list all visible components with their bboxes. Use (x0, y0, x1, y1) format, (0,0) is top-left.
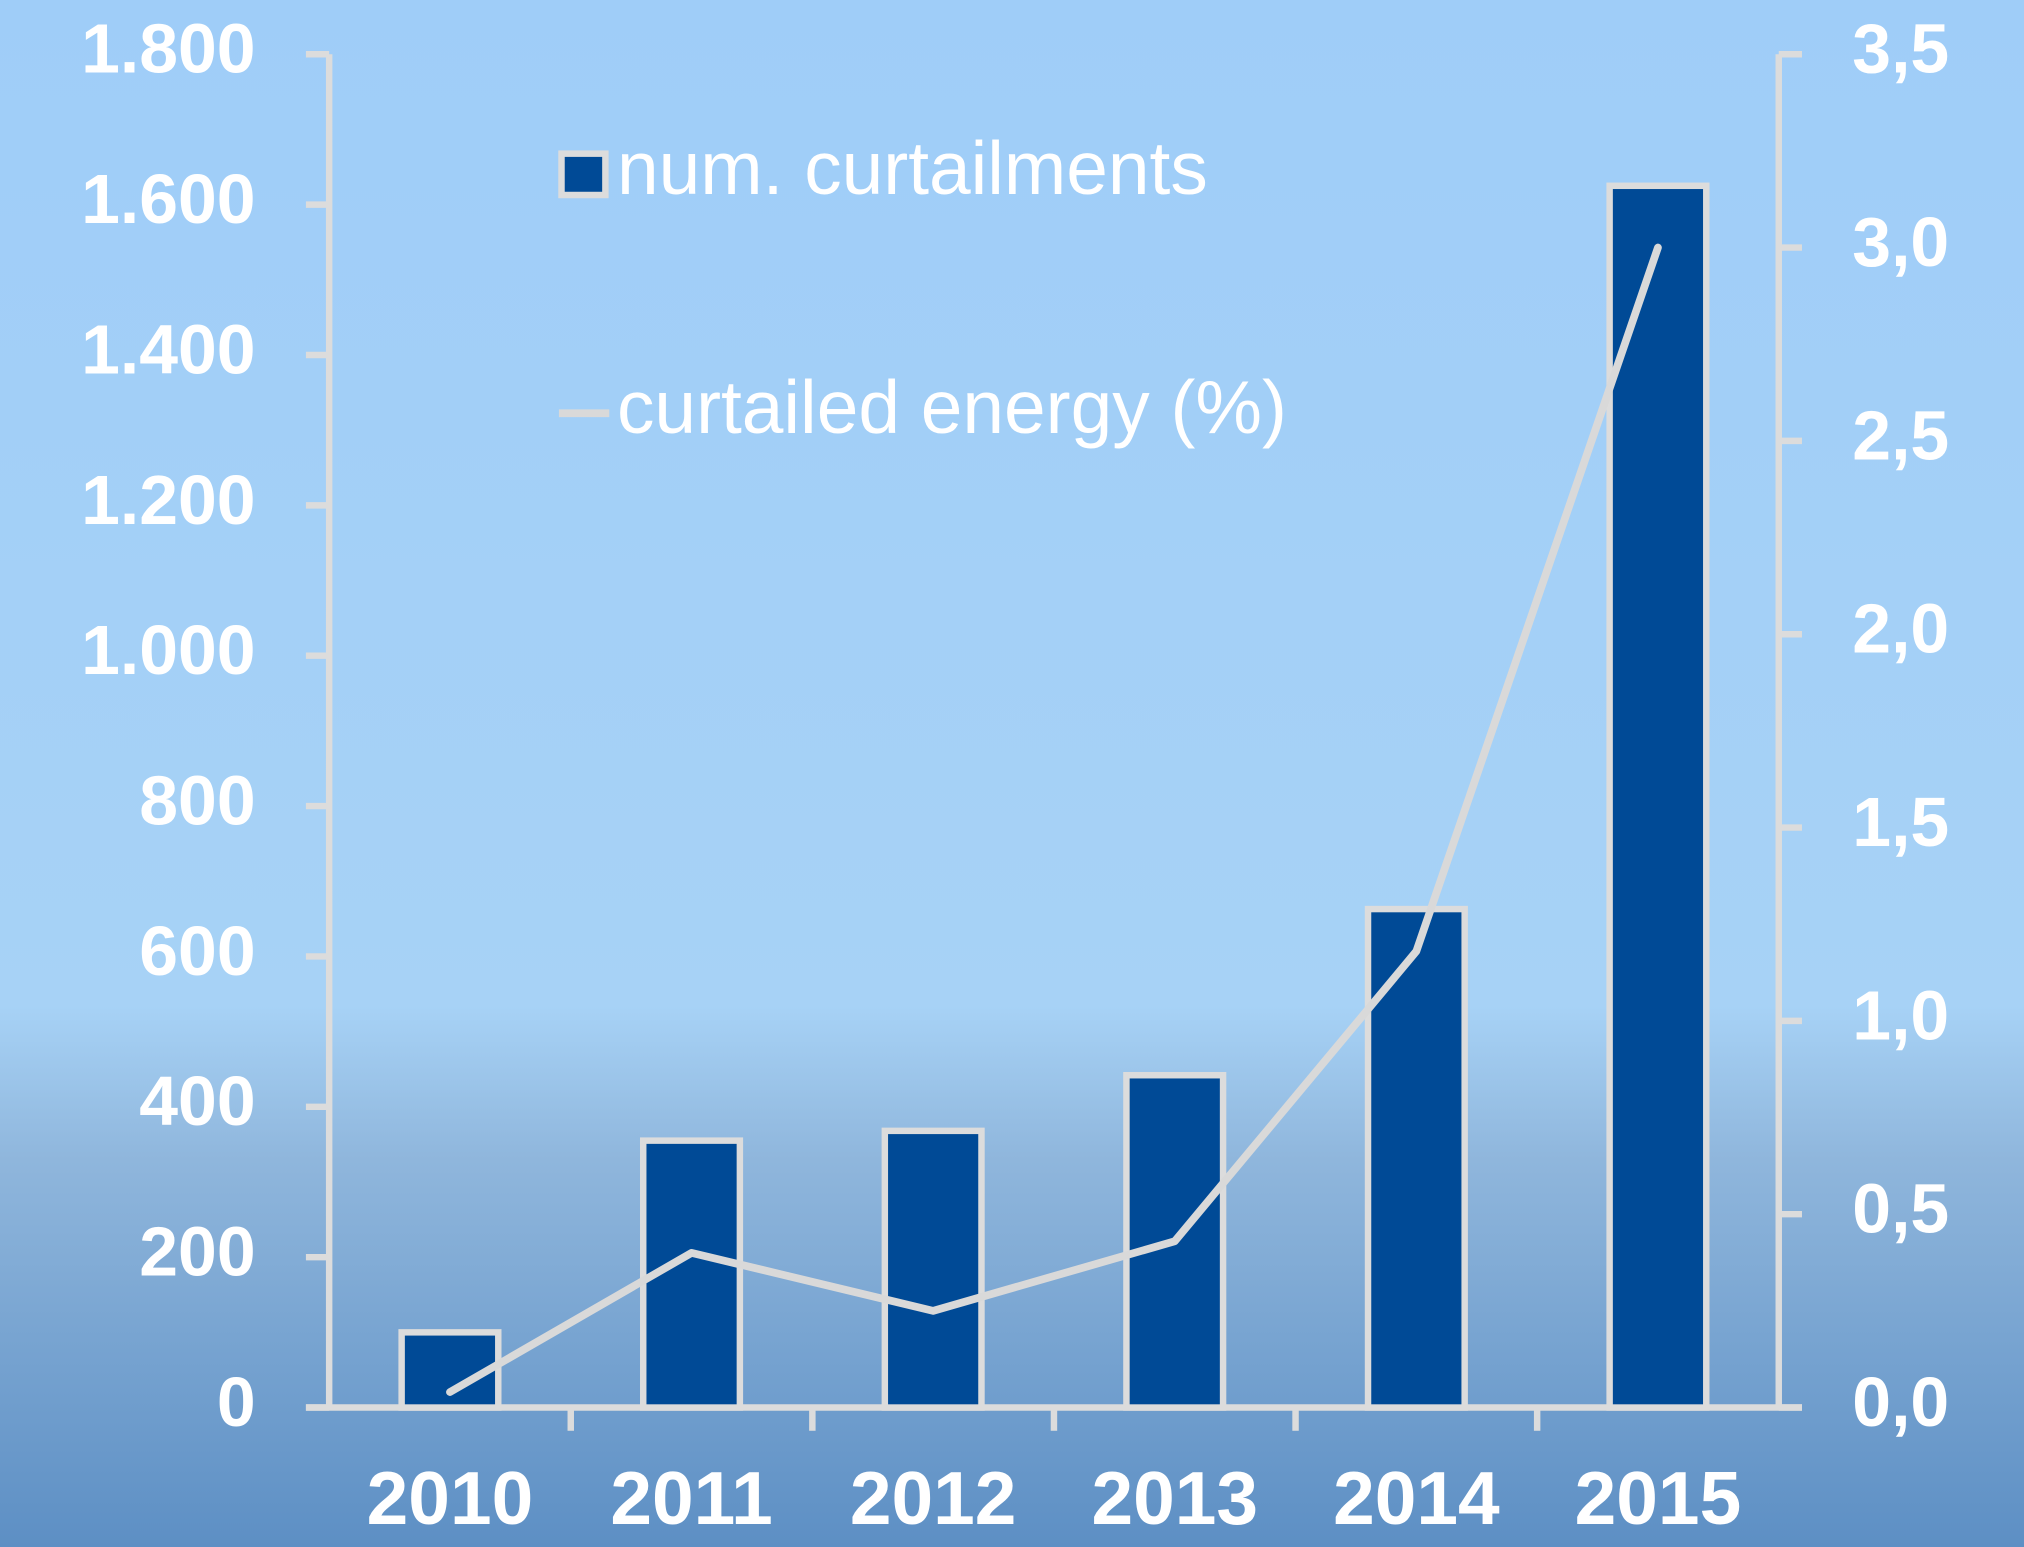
x-tick-label: 2012 (850, 1456, 1017, 1540)
y-tick-label: 600 (139, 912, 255, 990)
y2-tick-label: 0,0 (1852, 1363, 1949, 1441)
y-tick-label: 200 (139, 1213, 255, 1291)
x-tick-label: 2013 (1091, 1456, 1258, 1540)
y-tick-label: 0 (217, 1363, 256, 1441)
y-tick-label: 1.600 (81, 160, 255, 238)
bar (1364, 905, 1468, 1411)
legend-label: curtailed energy (%) (617, 365, 1287, 449)
x-tick-label: 2011 (610, 1456, 772, 1540)
y2-tick-label: 2,5 (1852, 396, 1949, 474)
line (446, 243, 1662, 1396)
y-tick-label: 400 (139, 1062, 255, 1140)
y-tick-label: 1.800 (81, 10, 255, 88)
x-tick-label: 2014 (1333, 1456, 1500, 1540)
x-tick-label: 2015 (1575, 1456, 1742, 1540)
y-tick-label: 1.200 (81, 461, 255, 539)
y-tick-label: 1.000 (81, 611, 255, 689)
x-tick-label: 2010 (367, 1456, 534, 1540)
bar (1606, 182, 1710, 1411)
y-tick-label: 800 (139, 761, 255, 839)
bar (881, 1127, 985, 1411)
y2-tick-label: 2,0 (1852, 590, 1949, 668)
y2-tick-label: 1,0 (1852, 976, 1949, 1054)
y2-tick-label: 3,5 (1852, 10, 1949, 88)
legend-swatch (558, 150, 609, 199)
legend-label: num. curtailments (617, 126, 1208, 210)
y2-tick-label: 1,5 (1852, 783, 1949, 861)
y2-tick-label: 0,5 (1852, 1170, 1949, 1248)
y2-tick-label: 3,0 (1852, 203, 1949, 281)
y-tick-label: 1.400 (81, 310, 255, 388)
